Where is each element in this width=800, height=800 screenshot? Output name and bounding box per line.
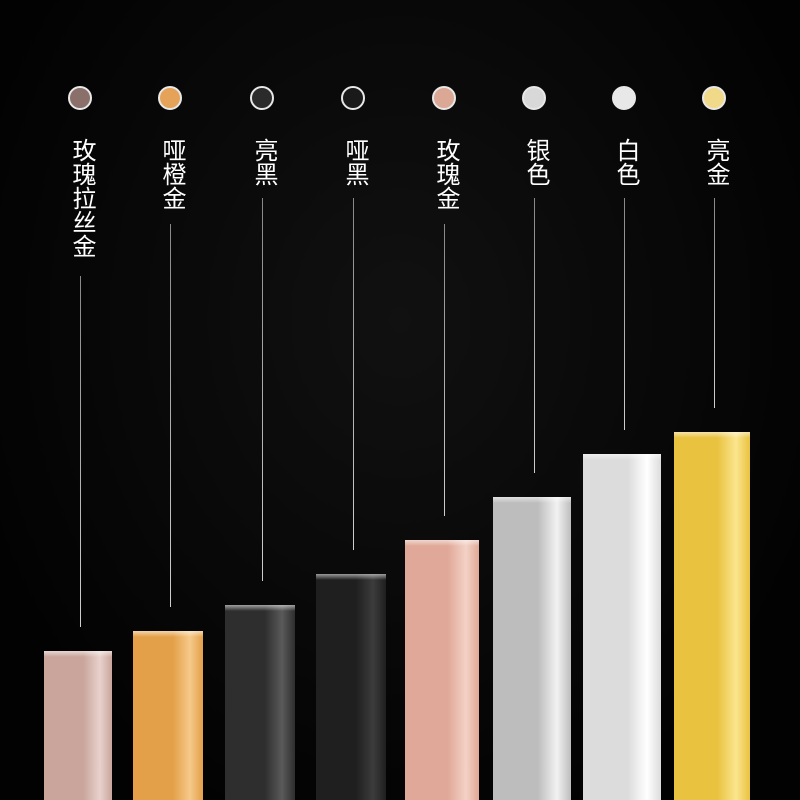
finish-profile-bar-6 xyxy=(493,497,571,800)
finish-profile-bar-3 xyxy=(225,605,295,800)
profile-face xyxy=(316,574,374,800)
leader-line-6 xyxy=(534,198,535,473)
leader-line-7 xyxy=(624,198,625,430)
leader-line-5 xyxy=(444,224,445,516)
finish-swatch-3 xyxy=(250,86,274,110)
finish-swatch-7 xyxy=(612,86,636,110)
leader-line-2 xyxy=(170,224,171,607)
finish-swatch-1 xyxy=(68,86,92,110)
profile-face xyxy=(493,497,557,800)
finish-label-7: 白色 xyxy=(612,138,640,186)
finish-label-6: 银色 xyxy=(522,138,550,186)
profile-face xyxy=(133,631,191,800)
profile-face xyxy=(44,651,100,800)
finish-swatch-5 xyxy=(432,86,456,110)
finish-profile-bar-7 xyxy=(583,454,661,800)
profile-highlight xyxy=(493,497,571,503)
finish-profile-bar-2 xyxy=(133,631,203,800)
profile-highlight xyxy=(674,432,750,438)
finish-swatch-6 xyxy=(522,86,546,110)
finish-label-5: 玫瑰金 xyxy=(432,138,460,210)
finish-profile-bar-8 xyxy=(674,432,750,800)
leader-line-8 xyxy=(714,198,715,408)
finish-label-8: 亮金 xyxy=(702,138,730,186)
profile-side xyxy=(736,432,750,800)
finish-swatch-2 xyxy=(158,86,182,110)
finish-profile-bar-1 xyxy=(44,651,112,800)
profile-highlight xyxy=(316,574,386,580)
profile-side xyxy=(190,631,203,800)
leader-line-1 xyxy=(80,276,81,627)
profile-face xyxy=(583,454,647,800)
finish-label-2: 哑橙金 xyxy=(158,138,186,210)
profile-highlight xyxy=(133,631,203,637)
finish-label-4: 哑黑 xyxy=(341,138,369,186)
finish-label-1: 玫瑰拉丝金 xyxy=(68,138,96,258)
profile-side xyxy=(99,651,112,800)
profile-highlight xyxy=(405,540,479,546)
leader-line-3 xyxy=(262,198,263,581)
profile-side xyxy=(646,454,661,800)
finish-swatch-4 xyxy=(341,86,365,110)
profile-side xyxy=(373,574,386,800)
finish-swatch-8 xyxy=(702,86,726,110)
profile-face xyxy=(225,605,283,800)
profile-highlight xyxy=(225,605,295,611)
profile-side xyxy=(465,540,479,800)
finish-profile-bar-5 xyxy=(405,540,479,800)
leader-line-4 xyxy=(353,198,354,550)
profile-side xyxy=(556,497,571,800)
profile-highlight xyxy=(583,454,661,460)
profile-side xyxy=(282,605,295,800)
finish-label-3: 亮黑 xyxy=(250,138,278,186)
profile-face xyxy=(674,432,737,800)
profile-face xyxy=(405,540,466,800)
profile-highlight xyxy=(44,651,112,657)
finish-profile-bar-4 xyxy=(316,574,386,800)
